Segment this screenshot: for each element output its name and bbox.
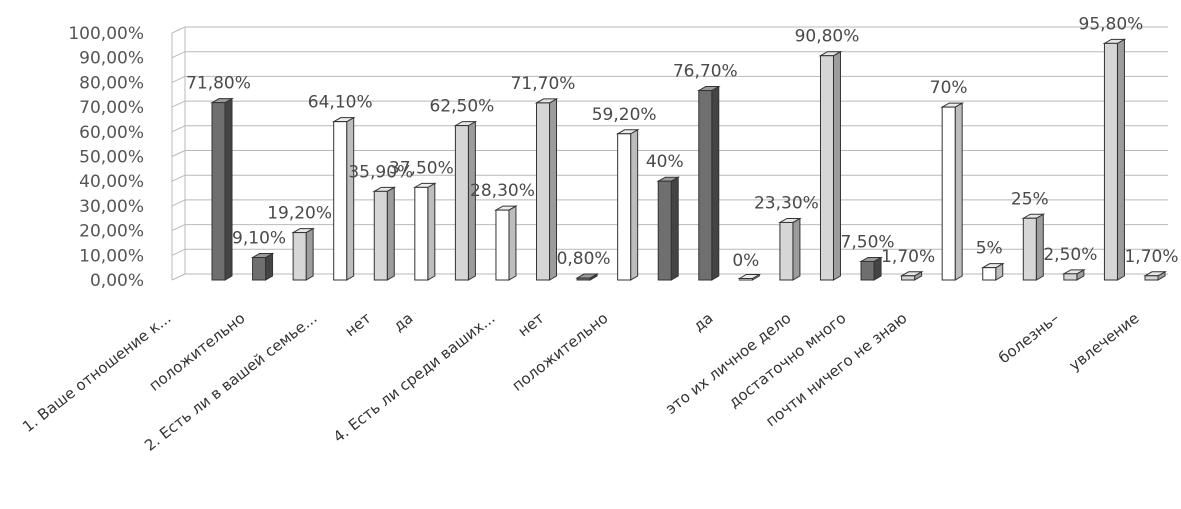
y-tick-label: 10,00% bbox=[79, 246, 144, 266]
x-category-label: нет bbox=[514, 309, 547, 340]
bar bbox=[778, 217, 802, 281]
data-label: 37,50% bbox=[389, 158, 454, 178]
y-axis: 0,00% 10,00% 20,00% 30,00% 40,00% 50,00% 60,00… bbox=[68, 24, 144, 291]
gridline-depth bbox=[171, 26, 186, 34]
bar bbox=[331, 116, 356, 281]
bar bbox=[737, 273, 762, 281]
data-label: 62,50% bbox=[429, 97, 494, 117]
y-tick-label: 20,00% bbox=[79, 222, 144, 242]
y-tick-label: 100,00% bbox=[68, 24, 144, 44]
bar bbox=[818, 50, 843, 281]
y-tick-label: 30,00% bbox=[79, 197, 144, 217]
bar bbox=[453, 120, 478, 281]
gridline-depth bbox=[171, 174, 186, 182]
y-tick-label: 60,00% bbox=[79, 123, 144, 143]
gridline-depth bbox=[171, 100, 186, 108]
bar bbox=[940, 102, 965, 281]
data-label: 23,30% bbox=[754, 193, 819, 213]
data-label: 2,50% bbox=[1043, 245, 1097, 265]
data-label: 1,70% bbox=[881, 247, 935, 267]
data-label: 40% bbox=[646, 152, 684, 172]
gridline-depth bbox=[171, 224, 186, 232]
y-tick-label: 40,00% bbox=[79, 172, 144, 192]
gridline-depth bbox=[171, 150, 186, 157]
data-label: 28,30% bbox=[470, 181, 535, 201]
gridline-depth bbox=[171, 273, 186, 281]
data-label: 95,80% bbox=[1079, 14, 1144, 34]
bars bbox=[210, 38, 1167, 281]
data-label: 71,70% bbox=[511, 74, 576, 94]
data-label: 0,80% bbox=[557, 249, 611, 269]
data-label: 1,70% bbox=[1124, 247, 1178, 267]
bar bbox=[656, 176, 681, 281]
bar bbox=[250, 252, 275, 281]
x-category-label: увлечение bbox=[1066, 309, 1143, 375]
bar bbox=[575, 273, 599, 281]
bar bbox=[210, 97, 234, 281]
bar bbox=[1061, 268, 1086, 281]
data-label: 5% bbox=[976, 239, 1003, 259]
bar bbox=[980, 262, 1005, 281]
bar bbox=[534, 98, 559, 281]
data-label: 76,70% bbox=[673, 62, 738, 82]
gridline-depth bbox=[171, 248, 186, 256]
gridline-depth bbox=[171, 199, 186, 207]
y-tick-label: 70,00% bbox=[79, 98, 144, 118]
data-label: 35,90% bbox=[348, 162, 413, 182]
x-category-label: нет bbox=[341, 309, 374, 340]
bar bbox=[615, 128, 640, 281]
data-label: 59,20% bbox=[592, 105, 657, 125]
bar bbox=[696, 85, 721, 281]
bar bbox=[1143, 270, 1167, 281]
x-category-label: 1. Ваше отношение к... bbox=[19, 309, 174, 436]
data-label: 9,10% bbox=[232, 229, 286, 249]
bar bbox=[899, 270, 924, 281]
bar bbox=[494, 205, 518, 281]
y-tick-label: 80,00% bbox=[79, 73, 144, 93]
x-category-label: да bbox=[690, 309, 717, 335]
bar bbox=[291, 227, 316, 281]
x-category-label: болезнь– bbox=[995, 309, 1062, 367]
data-label: 7,50% bbox=[841, 232, 895, 252]
data-label: 71,80% bbox=[186, 74, 251, 94]
data-label: 0% bbox=[732, 251, 759, 271]
bar bbox=[1021, 213, 1046, 281]
gridline-depth bbox=[171, 51, 186, 59]
y-tick-label: 50,00% bbox=[79, 148, 144, 168]
x-category-label: да bbox=[390, 309, 417, 335]
data-label: 70% bbox=[930, 78, 968, 98]
y-tick-label: 90,00% bbox=[79, 49, 144, 69]
bar bbox=[859, 256, 883, 281]
bar bbox=[372, 186, 397, 281]
data-labels: 71,80% 9,10% 19,20% 64,10% 35,90%37,50% 62,50… bbox=[186, 14, 1178, 271]
data-label: 19,20% bbox=[267, 204, 332, 224]
bar bbox=[412, 182, 437, 281]
data-label: 90,80% bbox=[795, 27, 860, 47]
gridline-depth bbox=[171, 125, 186, 133]
data-label: 64,10% bbox=[308, 93, 373, 113]
y-tick-label: 0,00% bbox=[90, 271, 144, 291]
bar bbox=[1102, 38, 1127, 281]
data-label: 25% bbox=[1011, 189, 1049, 209]
gridline-depth bbox=[171, 75, 186, 83]
